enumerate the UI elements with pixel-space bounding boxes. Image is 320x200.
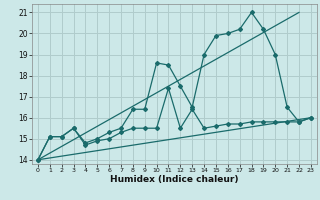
X-axis label: Humidex (Indice chaleur): Humidex (Indice chaleur) (110, 175, 239, 184)
